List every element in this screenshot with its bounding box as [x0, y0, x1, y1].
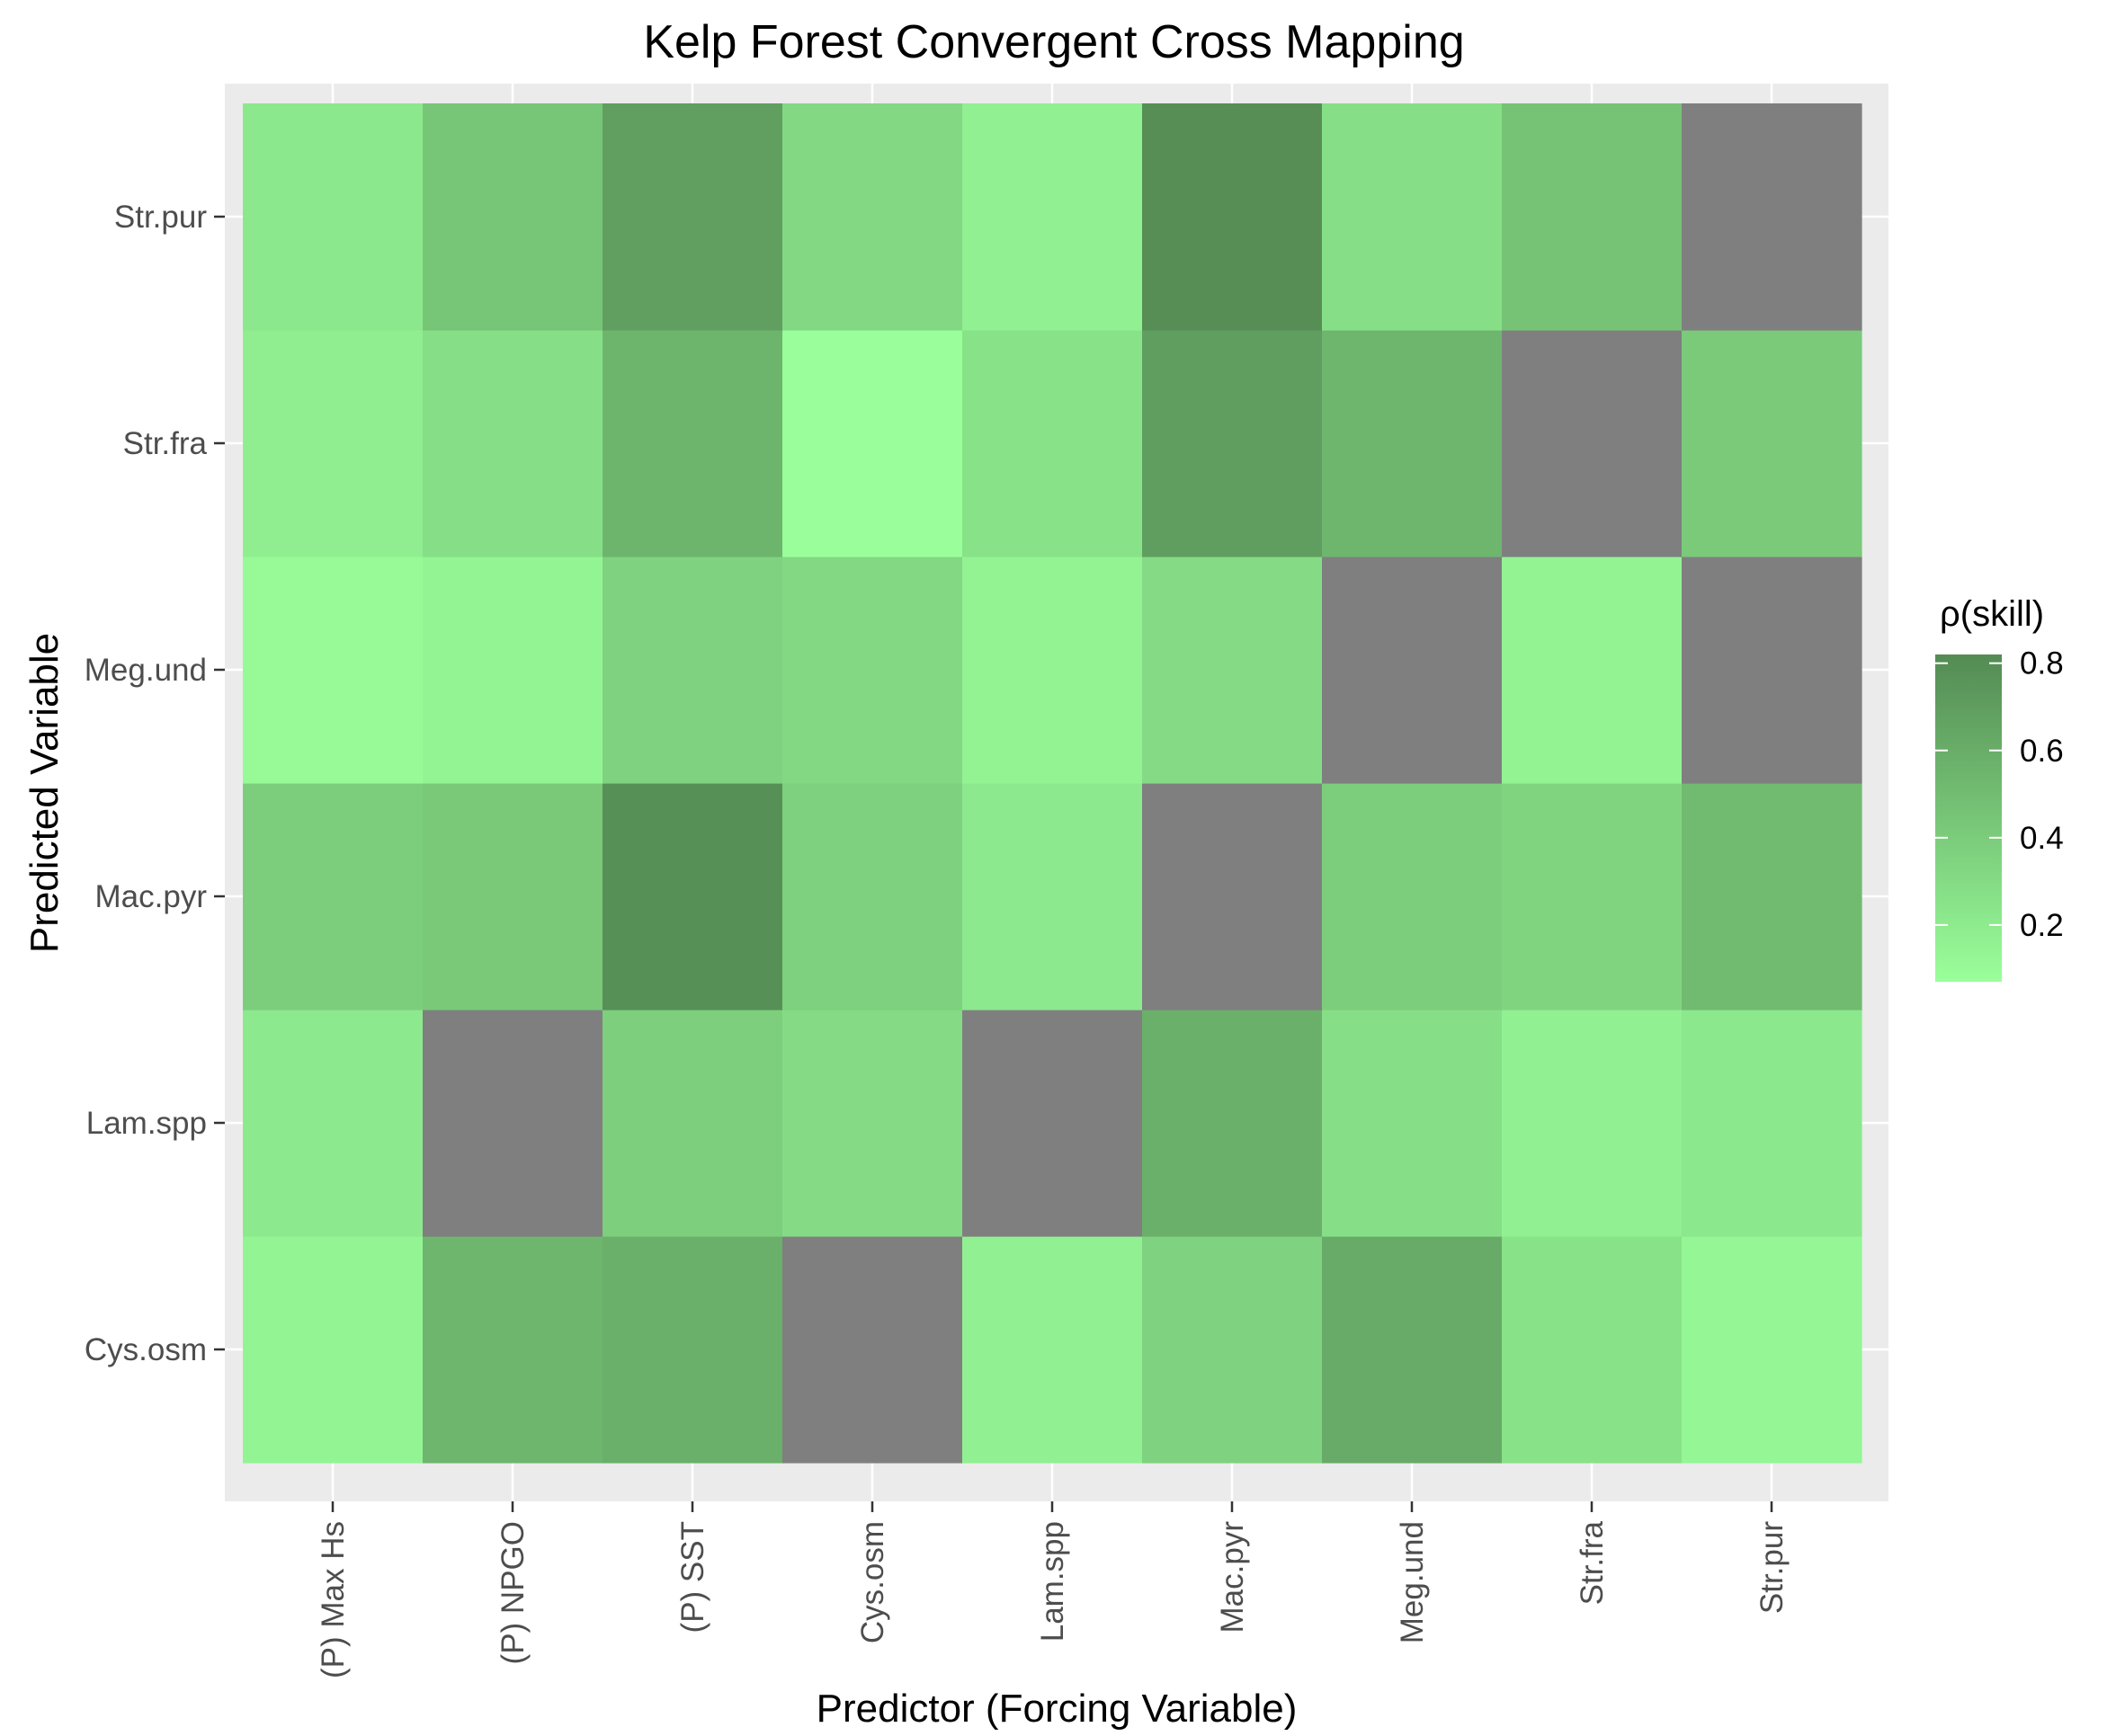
heatmap-cell — [1322, 783, 1503, 1010]
x-tick-label: (P) SST — [675, 1521, 710, 1633]
heatmap-cell — [603, 1236, 783, 1464]
x-tick-label: Cys.osm — [855, 1521, 890, 1643]
legend-tick-label: 0.8 — [2020, 646, 2064, 681]
x-tick-label: Str.pur — [1754, 1521, 1790, 1614]
heatmap-cell — [782, 103, 963, 331]
heatmap-cell — [1322, 556, 1503, 784]
heatmap-cell — [962, 1010, 1143, 1237]
heatmap-cell — [1322, 103, 1503, 331]
heatmap-cell — [1502, 556, 1683, 784]
heatmap-cell — [1682, 783, 1862, 1010]
heatmap-cell — [603, 556, 783, 784]
heatmap-cell — [1502, 1236, 1683, 1464]
heatmap-cell — [1502, 330, 1683, 557]
heatmap-cell — [243, 103, 424, 331]
heatmap-cell — [1682, 1010, 1862, 1237]
heatmap-cell — [1142, 103, 1323, 331]
y-axis-title: Predicted Variable — [22, 633, 67, 953]
heatmap-cell — [1682, 1236, 1862, 1464]
heatmap-cell — [243, 783, 424, 1010]
heatmap-cell — [962, 783, 1143, 1010]
heatmap-cell — [243, 1010, 424, 1237]
heatmap-cell — [1502, 783, 1683, 1010]
x-tick-label: Str.fra — [1575, 1520, 1610, 1605]
heatmap-cell — [1682, 330, 1862, 557]
heatmap-cell — [423, 783, 603, 1010]
heatmap-cell — [243, 556, 424, 784]
heatmap-cell — [603, 1010, 783, 1237]
heatmap-cell — [1322, 1236, 1503, 1464]
heatmap-cell — [962, 330, 1143, 557]
heatmap-cell — [1142, 556, 1323, 784]
heatmap-cell — [962, 103, 1143, 331]
heatmap-cell — [1322, 330, 1503, 557]
heatmap-cell — [423, 103, 603, 331]
x-tick-label: (P) NPGO — [496, 1521, 531, 1664]
heatmap-cell — [1142, 783, 1323, 1010]
legend-tick-label: 0.6 — [2020, 734, 2064, 769]
x-axis-title: Predictor (Forcing Variable) — [817, 1687, 1298, 1731]
heatmap-cell — [1682, 556, 1862, 784]
y-axis: Cys.osm Lam.spp Mac.pyr Meg.und Str.fra Str.p… — [85, 200, 225, 1367]
x-tick-label: Meg.und — [1395, 1521, 1430, 1643]
x-tick-label: Mac.pyr — [1215, 1521, 1250, 1634]
heatmap-cell — [782, 1010, 963, 1237]
heatmap-cell — [1682, 103, 1862, 331]
y-tick-label: Str.pur — [114, 200, 207, 235]
y-tick-label: Cys.osm — [85, 1332, 207, 1367]
heatmap-cell — [1502, 103, 1683, 331]
heatmap-cell — [423, 556, 603, 784]
heatmap-cell — [1142, 1010, 1323, 1237]
heatmap-cell — [1502, 1010, 1683, 1237]
heatmap-cell — [782, 783, 963, 1010]
y-tick-label: Meg.und — [85, 653, 207, 688]
heatmap-cell — [603, 783, 783, 1010]
chart-title: Kelp Forest Convergent Cross Mapping — [643, 16, 1464, 68]
legend-tick-label: 0.4 — [2020, 821, 2064, 856]
color-legend: ρ(skill) 0.2 0.4 0.6 0.8 — [1935, 594, 2064, 982]
heatmap-cell — [962, 556, 1143, 784]
heatmap-cell — [423, 1010, 603, 1237]
heatmap-cells — [243, 103, 1862, 1464]
x-tick-label: (P) Max Hs — [316, 1521, 351, 1678]
y-tick-label: Mac.pyr — [95, 879, 208, 914]
y-tick-label: Str.fra — [123, 426, 208, 461]
heatmap-cell — [423, 330, 603, 557]
heatmap-cell — [423, 1236, 603, 1464]
heatmap-cell — [962, 1236, 1143, 1464]
heatmap-cell — [1322, 1010, 1503, 1237]
legend-colorbar — [1935, 654, 2002, 982]
x-axis: (P) Max Hs (P) NPGO (P) SST Cys.osm Lam.spp M… — [316, 1501, 1790, 1678]
legend-tick-label: 0.2 — [2020, 908, 2064, 943]
heatmap-cell — [243, 1236, 424, 1464]
heatmap-cell — [603, 330, 783, 557]
y-tick-label: Lam.spp — [86, 1106, 207, 1141]
heatmap-cell — [782, 330, 963, 557]
heatmap-cell — [603, 103, 783, 331]
heatmap-cell — [1142, 330, 1323, 557]
heatmap-cell — [1142, 1236, 1323, 1464]
heatmap-cell — [782, 556, 963, 784]
heatmap-cell — [782, 1236, 963, 1464]
legend-title: ρ(skill) — [1940, 594, 2044, 634]
x-tick-label: Lam.spp — [1035, 1521, 1070, 1642]
heatmap-cell — [243, 330, 424, 557]
